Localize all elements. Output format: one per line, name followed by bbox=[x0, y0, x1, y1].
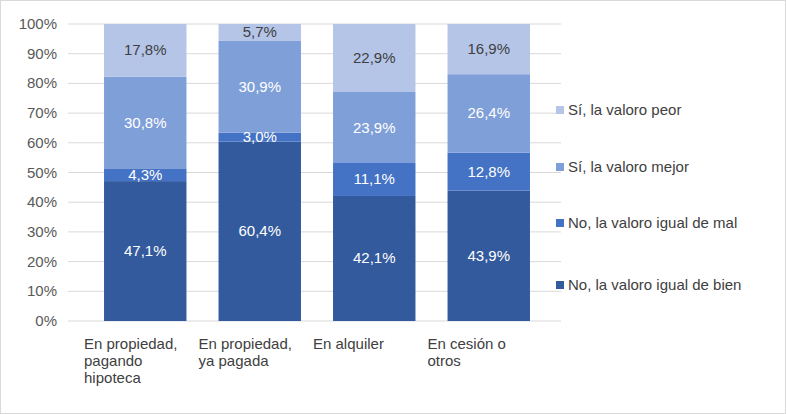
bar-segment bbox=[219, 142, 301, 321]
grid bbox=[68, 24, 561, 321]
bar-segment bbox=[333, 24, 415, 92]
data-label: 16,9% bbox=[467, 40, 510, 57]
data-label: 30,9% bbox=[238, 78, 281, 95]
bar-segment bbox=[219, 41, 301, 133]
data-label: 23,9% bbox=[353, 119, 396, 136]
y-tick-label: 80% bbox=[27, 74, 57, 91]
bar-segment bbox=[448, 24, 530, 74]
y-tick-label: 20% bbox=[27, 253, 57, 270]
legend-label: Sí, la valoro peor bbox=[568, 101, 773, 118]
legend-swatch bbox=[556, 163, 564, 171]
y-tick-label: 60% bbox=[27, 134, 57, 151]
bar-segment bbox=[104, 181, 186, 321]
data-label: 4,3% bbox=[128, 166, 162, 183]
bar-segment bbox=[448, 74, 530, 152]
x-tick-label: En cesión o otros bbox=[428, 335, 540, 369]
y-tick-label: 50% bbox=[27, 164, 57, 181]
bar-segment bbox=[333, 92, 415, 163]
y-tick-label: 0% bbox=[35, 312, 57, 329]
bar-segment bbox=[333, 196, 415, 321]
y-tick-label: 40% bbox=[27, 193, 57, 210]
bar-segment bbox=[448, 191, 530, 321]
bar-segment bbox=[104, 24, 186, 77]
x-tick-label: En alquiler bbox=[313, 335, 425, 352]
bar-segment bbox=[219, 24, 301, 41]
data-label: 26,4% bbox=[467, 104, 510, 121]
data-label: 17,8% bbox=[124, 41, 167, 58]
y-tick-label: 10% bbox=[27, 282, 57, 299]
bars bbox=[104, 24, 530, 321]
legend-swatch bbox=[556, 106, 564, 114]
data-label: 43,9% bbox=[467, 247, 510, 264]
data-label: 5,7% bbox=[243, 23, 277, 40]
legend-label: No, la valoro igual de mal bbox=[568, 214, 773, 231]
data-label: 11,1% bbox=[354, 170, 395, 187]
data-label: 22,9% bbox=[353, 49, 396, 66]
y-tick-label: 30% bbox=[27, 223, 57, 240]
y-tick-label: 90% bbox=[27, 45, 57, 62]
chart-container: 0% 10% 20% 30% 40% 50% 60% 70% 80% 90% 100% 47,1% 4,… bbox=[0, 0, 786, 414]
x-tick-label: En propiedad, ya pagada bbox=[199, 335, 311, 369]
y-tick-label: 100% bbox=[19, 15, 57, 32]
bar-segment bbox=[333, 163, 415, 196]
data-label: 30,8% bbox=[124, 114, 167, 131]
bar-segment bbox=[104, 77, 186, 168]
legend-label: No, la valoro igual de bien bbox=[568, 276, 773, 293]
legend-label: Sí, la valoro mejor bbox=[568, 158, 773, 175]
data-label: 12,8% bbox=[467, 163, 510, 180]
data-label: 60,4% bbox=[238, 222, 281, 239]
bar-segment bbox=[448, 153, 530, 191]
data-label: 42,1% bbox=[353, 249, 396, 266]
data-labels: 47,1% 4,3% 30,8% 17,8% 60,4% 3,0% 30,9% 5,7% 42,… bbox=[124, 23, 510, 266]
legend-swatch bbox=[556, 219, 564, 227]
y-tick-label: 70% bbox=[27, 104, 57, 121]
legend-swatch bbox=[556, 281, 564, 289]
data-label: 47,1% bbox=[124, 242, 167, 259]
data-label: 3,0% bbox=[243, 128, 277, 145]
x-tick-label: En propiedad, pagando hipoteca bbox=[84, 335, 196, 386]
